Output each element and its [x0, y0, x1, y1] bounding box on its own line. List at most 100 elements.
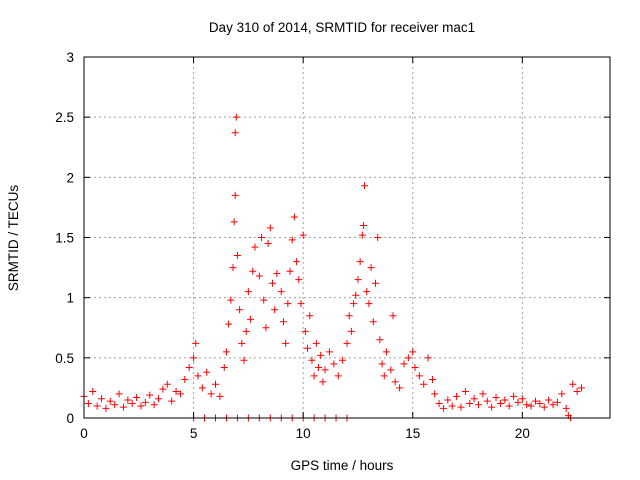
data-point: [115, 390, 123, 398]
data-point: [573, 388, 581, 396]
data-point: [501, 396, 509, 404]
data-point: [470, 395, 478, 403]
data-point: [279, 318, 287, 326]
data-point: [258, 234, 266, 241]
data-point: [371, 279, 379, 287]
y-tick-label: 1: [66, 291, 74, 306]
data-point: [391, 378, 399, 386]
y-tick-label: 0: [66, 411, 74, 426]
data-point: [339, 356, 347, 364]
data-point: [378, 360, 386, 368]
data-point: [540, 403, 548, 411]
data-point: [233, 252, 241, 260]
data-point: [260, 296, 268, 304]
data-point: [231, 129, 239, 137]
x-tick-label: 10: [296, 426, 311, 441]
data-point: [128, 400, 136, 408]
data-point: [220, 363, 228, 371]
data-point: [448, 402, 456, 410]
data-point: [146, 391, 154, 399]
x-axis-label: GPS time / hours: [291, 458, 394, 473]
data-point: [420, 380, 428, 388]
data-point: [308, 356, 316, 364]
data-point: [536, 400, 544, 408]
data-point: [93, 402, 101, 410]
data-point: [365, 300, 373, 308]
data-point: [475, 401, 482, 409]
data-point: [310, 372, 318, 380]
data-point: [321, 366, 329, 374]
data-point: [181, 375, 189, 383]
y-tick-label: 2.5: [55, 110, 74, 125]
data-point: [523, 401, 531, 409]
data-point: [312, 339, 320, 347]
data-point: [297, 300, 305, 308]
data-point: [192, 339, 200, 347]
data-point: [424, 354, 432, 362]
data-point: [431, 390, 439, 398]
data-point: [319, 378, 327, 386]
data-point: [222, 348, 230, 356]
data-point: [150, 401, 158, 409]
data-point: [315, 363, 323, 371]
data-point: [266, 224, 274, 232]
data-point: [356, 258, 364, 266]
data-point: [359, 221, 367, 229]
data-point: [466, 400, 474, 408]
grid: [84, 57, 610, 418]
data-point: [194, 372, 202, 380]
data-point: [317, 351, 325, 359]
data-point: [496, 400, 504, 408]
data-points: [80, 113, 586, 422]
data-point: [232, 113, 240, 121]
data-point: [106, 397, 114, 405]
x-tick-label: 5: [190, 426, 198, 441]
data-point: [461, 388, 469, 396]
data-point: [273, 270, 281, 278]
data-point: [518, 395, 526, 403]
data-point: [249, 267, 257, 275]
data-point: [155, 395, 163, 403]
x-tick-label: 20: [515, 426, 530, 441]
data-point: [374, 234, 382, 241]
data-point: [225, 320, 233, 328]
data-point: [227, 296, 235, 304]
data-point: [240, 356, 248, 364]
data-point: [396, 384, 404, 392]
data-point: [242, 327, 250, 335]
data-point: [247, 315, 255, 323]
data-point: [354, 276, 362, 284]
data-point: [299, 231, 307, 239]
data-point: [343, 339, 351, 347]
data-point: [244, 288, 252, 296]
data-point: [411, 363, 419, 371]
data-point: [387, 366, 395, 374]
data-point: [389, 312, 397, 320]
data-point: [415, 372, 423, 380]
data-point: [488, 403, 496, 411]
data-point: [159, 385, 167, 393]
data-point: [492, 394, 500, 402]
data-point: [141, 398, 149, 406]
data-point: [255, 272, 263, 280]
data-point: [545, 396, 553, 404]
y-tick-label: 2: [66, 170, 74, 185]
data-point: [111, 401, 119, 409]
data-point: [288, 236, 296, 244]
data-point: [98, 395, 106, 403]
data-point: [251, 243, 259, 251]
data-point: [347, 327, 355, 335]
data-point: [330, 360, 338, 368]
data-point: [435, 400, 443, 408]
data-point: [212, 380, 219, 388]
data-point: [293, 258, 301, 266]
data-point: [277, 288, 285, 296]
data-point: [363, 288, 371, 296]
data-point: [382, 348, 390, 356]
data-point: [207, 390, 215, 398]
data-point: [238, 339, 246, 347]
data-point: [453, 392, 461, 400]
data-point: [168, 397, 176, 405]
data-point: [284, 300, 292, 308]
